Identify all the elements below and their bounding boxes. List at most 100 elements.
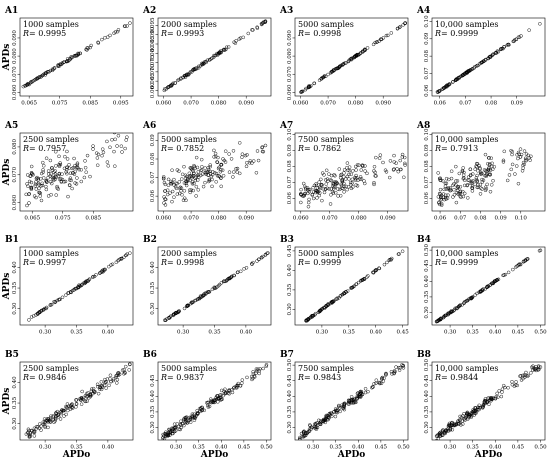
panel-label: A1 (4, 6, 18, 16)
data-point (485, 182, 489, 187)
sample-count-label: 10,000 samples (435, 249, 499, 258)
r-symbol: R (297, 373, 304, 382)
data-point (326, 303, 330, 307)
data-point (342, 175, 346, 179)
correlation-label: R= 0.9999 (297, 258, 341, 267)
data-point (510, 162, 515, 167)
data-point (354, 183, 358, 187)
data-point (68, 407, 73, 411)
data-point (100, 270, 104, 274)
data-point (320, 183, 324, 187)
data-point (69, 178, 73, 183)
data-point (32, 78, 37, 82)
data-point (264, 364, 269, 368)
data-point (25, 173, 30, 177)
data-point (164, 430, 168, 434)
data-point (517, 152, 521, 156)
y-tick-label: 0.10 (424, 128, 430, 141)
data-point (526, 373, 531, 378)
scatter-points (434, 364, 543, 440)
x-tick-label: 0.07 (459, 101, 472, 107)
data-point (113, 164, 117, 168)
data-point (168, 433, 172, 437)
data-point (163, 182, 167, 187)
r-value: = 0.9843 (304, 373, 341, 382)
data-point (37, 310, 42, 314)
data-point (473, 411, 478, 416)
x-tick-label: 0.40 (352, 445, 365, 451)
data-point (40, 181, 44, 186)
data-point (301, 431, 306, 435)
data-point (63, 179, 68, 184)
data-point (337, 167, 342, 171)
data-point (79, 402, 84, 406)
data-point (372, 169, 376, 173)
data-point (256, 367, 260, 371)
data-point (166, 183, 171, 187)
data-point (168, 431, 173, 435)
data-point (212, 53, 216, 58)
data-point (57, 163, 61, 167)
data-point (59, 179, 64, 183)
data-point (518, 147, 523, 151)
data-point (223, 48, 227, 52)
data-point (362, 276, 367, 281)
data-point (390, 372, 394, 376)
x-tick-label: 0.35 (343, 330, 356, 336)
scatter-points (304, 249, 405, 323)
data-point (120, 150, 124, 154)
data-point (210, 287, 215, 291)
x-tick-label: 0.070 (183, 216, 199, 222)
sample-count-label: 10,000 samples (435, 135, 499, 144)
data-point (170, 199, 174, 204)
data-point (366, 274, 370, 278)
data-point (349, 172, 353, 177)
y-tick-label: 0.060 (12, 84, 18, 100)
data-point (455, 184, 460, 189)
data-point (62, 414, 66, 418)
data-point (482, 168, 487, 172)
r-symbol: R (160, 258, 167, 267)
data-point (77, 283, 81, 287)
data-point (398, 24, 403, 29)
data-point (459, 415, 464, 419)
y-tick-label: 0.090 (287, 30, 293, 46)
data-point (366, 389, 370, 394)
data-point (503, 272, 508, 277)
data-point (444, 193, 448, 197)
data-point (437, 200, 441, 204)
data-point (235, 270, 240, 275)
data-point (345, 187, 349, 192)
y-tick-label: 0.50 (287, 358, 293, 371)
data-point (374, 381, 378, 386)
data-point (358, 51, 363, 55)
data-point (99, 383, 103, 388)
y-tick-label: 0.35 (424, 290, 430, 303)
data-point (462, 176, 466, 180)
data-point (391, 168, 396, 172)
data-point (483, 152, 488, 157)
data-point (59, 62, 63, 67)
plot-frame (431, 17, 546, 97)
data-point (328, 202, 333, 206)
sample-count-label: 2500 samples (23, 135, 79, 144)
data-point (164, 197, 168, 202)
data-point (354, 168, 358, 172)
data-point (232, 385, 236, 390)
data-point (211, 55, 216, 60)
data-point (463, 191, 467, 196)
data-point (400, 155, 405, 159)
data-point (381, 160, 385, 165)
data-point (352, 55, 357, 59)
data-point (488, 173, 492, 177)
data-point (183, 415, 187, 420)
y-tick-label: 0.50 (424, 243, 430, 256)
data-point (307, 427, 312, 431)
data-point (175, 192, 180, 196)
data-point (161, 175, 166, 179)
data-point (103, 36, 107, 40)
data-point (348, 180, 353, 185)
data-point (455, 186, 460, 190)
data-point (254, 371, 258, 375)
data-point (63, 154, 67, 159)
